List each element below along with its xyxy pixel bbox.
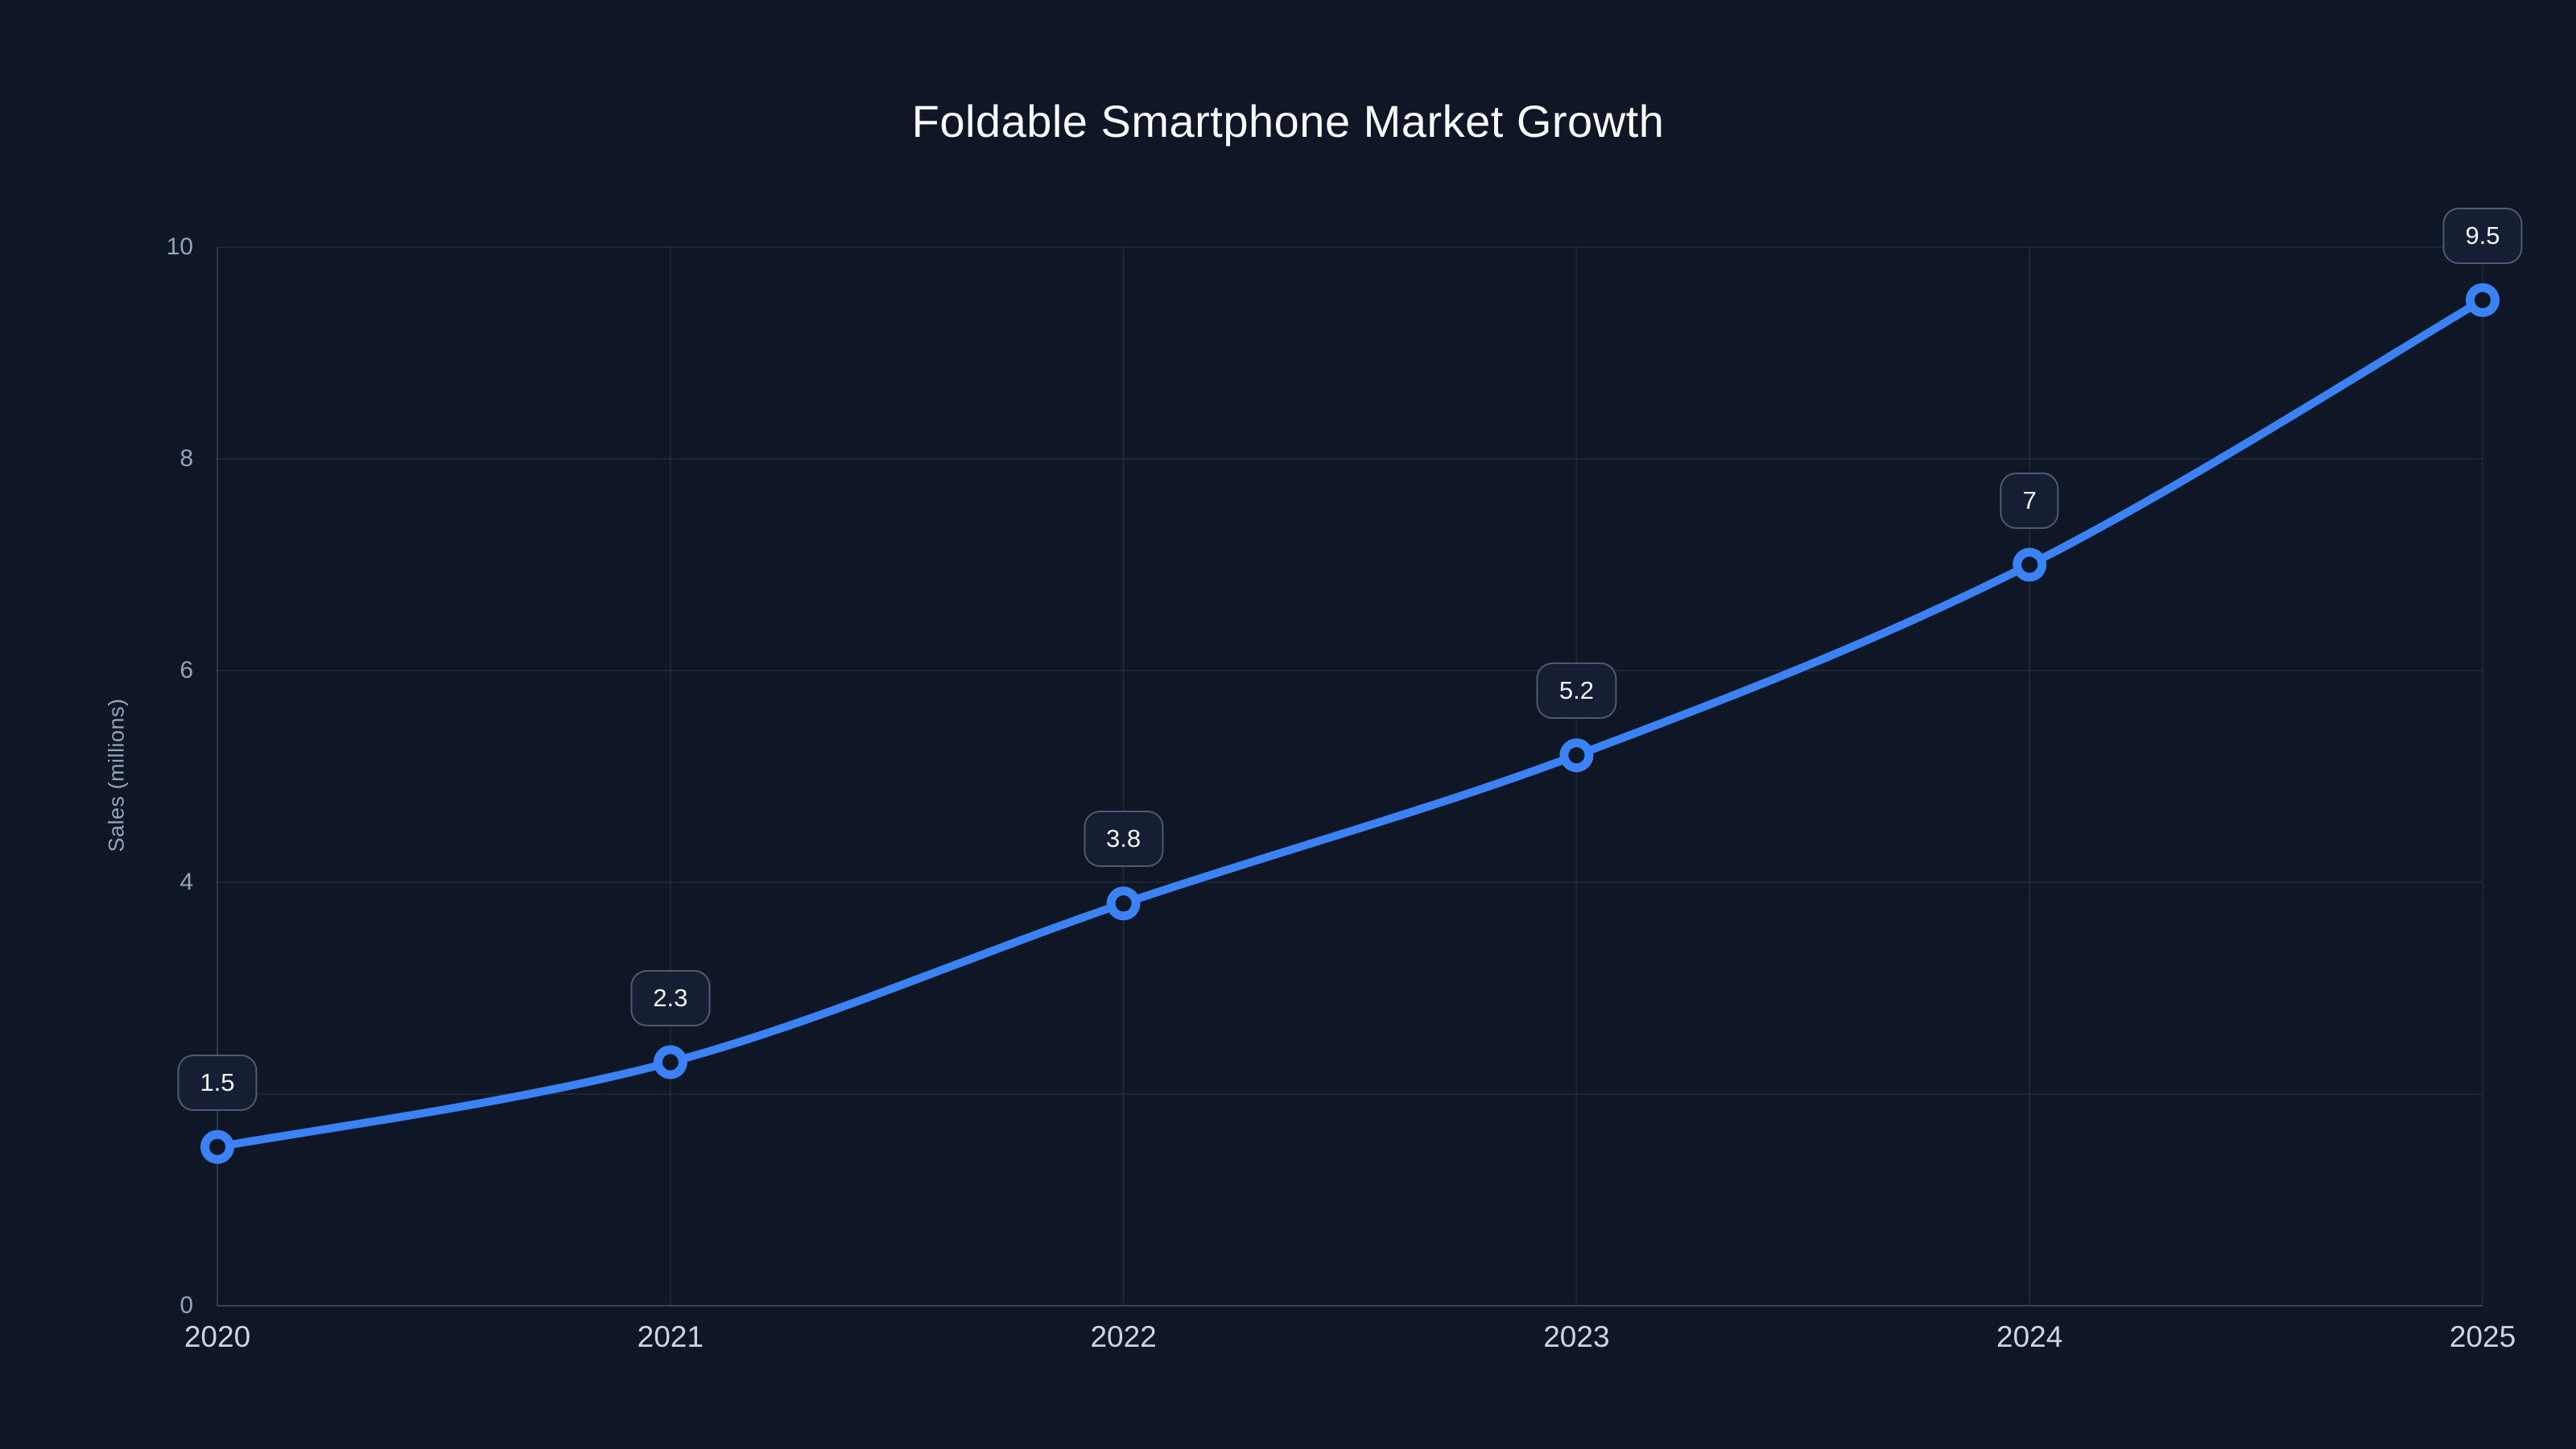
y-tick-label-8: 8 <box>180 445 193 472</box>
y-tick-label-0: 0 <box>180 1292 193 1319</box>
data-point-label-2021: 2.3 <box>630 969 711 1026</box>
x-tick-label-2025: 2025 <box>2449 1320 2516 1353</box>
data-point-marker-2022[interactable] <box>1106 886 1141 921</box>
data-point-label-2024: 7 <box>2000 472 2059 529</box>
data-point-marker-2021[interactable] <box>653 1045 687 1080</box>
data-point-label-2020: 1.5 <box>177 1054 258 1111</box>
data-point-marker-2024[interactable] <box>2013 547 2047 582</box>
data-point-label-2023: 5.2 <box>1536 663 1616 720</box>
x-tick-label-2023: 2023 <box>1543 1320 1610 1353</box>
data-point-marker-2023[interactable] <box>1559 738 1594 773</box>
x-tick-label-2022: 2022 <box>1090 1320 1157 1353</box>
data-point-marker-2025[interactable] <box>2466 283 2500 317</box>
x-tick-label-2024: 2024 <box>1996 1320 2063 1353</box>
series-line <box>213 295 2487 1151</box>
y-tick-label-6: 6 <box>180 657 193 683</box>
x-tick-label-2020: 2020 <box>184 1320 251 1353</box>
y-tick-label-4: 4 <box>180 869 193 895</box>
data-point-label-2022: 3.8 <box>1084 811 1164 868</box>
chart-title: Foldable Smartphone Market Growth <box>911 96 1665 147</box>
data-point-marker-2020[interactable] <box>200 1129 234 1164</box>
y-tick-label-10: 10 <box>166 233 193 260</box>
data-point-label-2025: 9.5 <box>2442 207 2523 264</box>
x-tick-label-2021: 2021 <box>637 1320 704 1353</box>
